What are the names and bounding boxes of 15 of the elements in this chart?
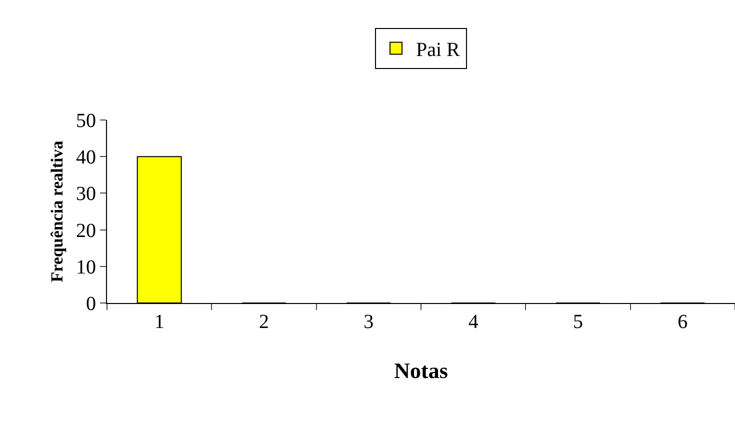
x-tick-label: 2 (259, 311, 269, 333)
y-tick-label: 20 (76, 220, 96, 242)
y-tick-label: 0 (86, 293, 96, 315)
x-tick-label: 6 (678, 311, 688, 333)
y-tick-label: 40 (76, 146, 96, 169)
y-tick-label: 30 (76, 183, 96, 206)
y-tick-label: 50 (76, 110, 96, 132)
x-tick-label: 1 (154, 311, 164, 333)
x-tick-label: 4 (468, 311, 478, 333)
x-axis-title: Notas (394, 358, 448, 383)
x-tick-label: 5 (573, 311, 583, 333)
x-tick-label: 3 (364, 311, 374, 333)
y-axis-title: Frequência realtiva (48, 140, 67, 282)
legend-label: Pai R (416, 39, 461, 62)
y-tick-label: 10 (76, 256, 96, 278)
